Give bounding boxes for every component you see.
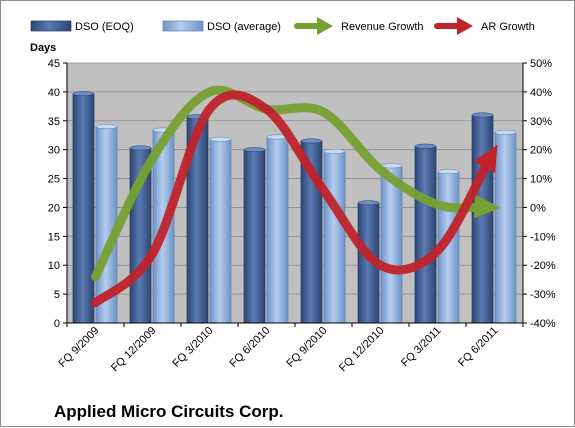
bar-top (243, 147, 266, 153)
x-tick-label: FQ 3/2011 (399, 325, 444, 370)
x-tick-label: FQ 9/2010 (284, 325, 329, 370)
bar-top (414, 143, 437, 149)
y-tick-label: 30 (48, 145, 60, 157)
y-tick-label: 40 (48, 87, 60, 99)
bar-dso-eoq (243, 147, 266, 324)
y2-tick-label: -20% (530, 260, 556, 272)
revenue-growth-line-path (91, 85, 490, 282)
legend-item: DSO (average) (162, 20, 281, 33)
x-tick-label: FQ 3/2010 (170, 325, 215, 370)
bar-dso-average (323, 148, 346, 324)
bar-top (95, 124, 118, 130)
x-tick-label: FQ 12/2009 (109, 325, 159, 375)
growth-lines (91, 85, 501, 308)
y-tick-label: 20 (48, 202, 60, 214)
legend-item: DSO (EOQ) (30, 20, 134, 33)
y2-tick-label: 10% (530, 174, 552, 186)
bar-dso-average (266, 134, 289, 324)
y2-tick-label: 20% (530, 145, 552, 157)
bar-body (471, 114, 494, 324)
bar-body (323, 151, 346, 324)
bar-body (494, 131, 517, 324)
y-tick-label: 10 (48, 260, 60, 272)
bar-top (323, 148, 346, 154)
bar-body (209, 138, 232, 324)
y-tick-label: 0 (54, 318, 60, 330)
y2-tick-label: 50% (530, 58, 552, 70)
y-tick-label: 45 (48, 58, 60, 70)
y2-tick-label: -40% (530, 318, 556, 330)
x-tick-label: FQ 9/2009 (56, 325, 101, 370)
bar-top (437, 169, 460, 175)
x-tick-label: FQ 6/2010 (227, 325, 272, 370)
y2-tick-label: 30% (530, 116, 552, 128)
bar-top (357, 200, 380, 206)
legend-label: DSO (EOQ) (75, 21, 134, 33)
revenue-growth-line-arrowhead (473, 194, 501, 219)
bar-body (380, 165, 403, 324)
bar-dso-average (380, 163, 403, 324)
y2-tick-label: 0% (530, 202, 546, 214)
legend-label: AR Growth (481, 21, 535, 33)
bar-dso-eoq (414, 143, 437, 324)
y-tick-label: 35 (48, 116, 60, 128)
bar-dso-average (209, 136, 232, 324)
legend-label: DSO (average) (207, 21, 281, 33)
x-tick-label: FQ 6/2011 (456, 325, 501, 370)
legend-item: AR Growth (434, 17, 535, 35)
y2-tick-label: -10% (530, 231, 556, 243)
y-axis-label: Days (30, 42, 56, 54)
y-tick-label: 5 (54, 289, 60, 301)
bar-body (414, 145, 437, 324)
legend: DSO (EOQ) DSO (average) Revenue Growth AR G… (30, 17, 535, 35)
bar-top (471, 112, 494, 118)
x-tick-label: FQ 12/2010 (337, 325, 387, 375)
chart-title: Applied Micro Circuits Corp. (54, 402, 284, 421)
bar-dso-average (494, 129, 517, 324)
ar-growth-line-arrowhead (474, 144, 498, 173)
y2-tick-label: 40% (530, 87, 552, 99)
bar-top (72, 91, 95, 97)
legend-swatch-arrow-icon (317, 17, 333, 35)
legend-item: Revenue Growth (294, 17, 424, 35)
legend-swatch (30, 20, 72, 32)
revenue-growth-line (91, 85, 501, 282)
bar-top (209, 136, 232, 142)
bar-body (266, 136, 289, 324)
bar-dso-eoq (72, 91, 95, 324)
legend-swatch (162, 20, 204, 32)
bar-top (300, 138, 323, 144)
legend-swatch-arrow-icon (457, 17, 473, 35)
y-tick-label: 15 (48, 231, 60, 243)
legend-label: Revenue Growth (341, 21, 424, 33)
y2-tick-label: -30% (530, 289, 556, 301)
bar-top (494, 129, 517, 135)
ar-growth-line-path (91, 90, 495, 308)
ar-growth-line (91, 90, 498, 308)
bar-body (72, 93, 95, 324)
bar-top (129, 145, 152, 151)
y-tick-label: 25 (48, 174, 60, 186)
bar-body (243, 149, 266, 324)
